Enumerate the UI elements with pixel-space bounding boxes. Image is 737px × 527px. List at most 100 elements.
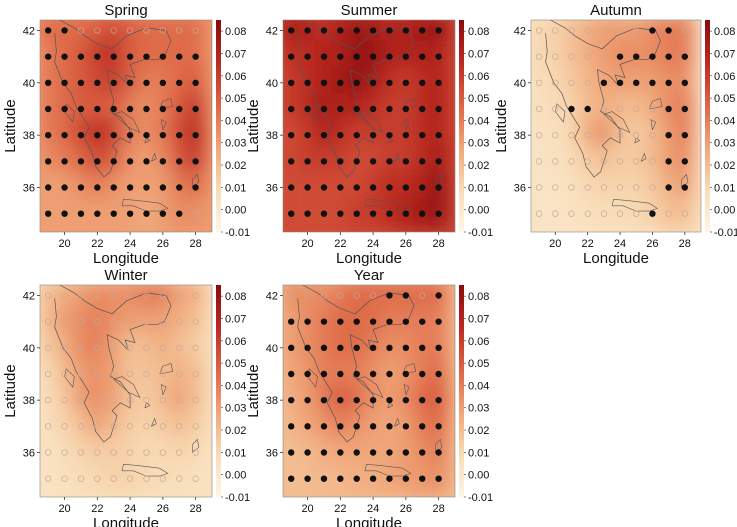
- x-axis-label: Longitude: [93, 515, 159, 527]
- field-cell: [642, 145, 663, 178]
- colorbar-tick-label: 0.04: [225, 380, 246, 392]
- grid-point: [649, 158, 656, 165]
- colorbar-tick-label: -0.01: [468, 492, 493, 504]
- y-tick-label: 38: [266, 395, 278, 407]
- coastline: [54, 285, 172, 443]
- significant-dot: [600, 79, 608, 87]
- field-cell: [577, 197, 598, 230]
- colorbar-tick-label: 0.05: [225, 93, 246, 105]
- significant-dot: [320, 396, 328, 404]
- field-cell: [626, 119, 646, 151]
- y-tick-label: 36: [23, 448, 35, 460]
- significant-dot: [353, 53, 360, 60]
- significant-dot: [353, 396, 360, 404]
- significant-dot: [320, 423, 328, 430]
- significant-dot: [419, 318, 426, 325]
- significant-dot: [94, 105, 101, 113]
- field-cell: [71, 410, 91, 443]
- significant-dot: [402, 53, 410, 60]
- field-cell: [153, 462, 173, 495]
- island-outline: [402, 363, 417, 375]
- field-layer: [531, 20, 695, 230]
- panel-summer: Summer 20 22 24 26 28 36 38 40 42 Longitude Latitud…: [245, 2, 493, 267]
- grid-point: [61, 370, 68, 378]
- field-cell: [54, 462, 75, 495]
- grid-point: [94, 344, 101, 351]
- significant-dot: [94, 53, 101, 60]
- y-tick-label: 40: [23, 78, 35, 90]
- significant-dot: [402, 475, 410, 482]
- grid-point: [126, 318, 134, 325]
- colorbar-tick-label: -0.01: [714, 227, 737, 239]
- field-cell: [658, 197, 679, 230]
- map-area: [283, 20, 455, 232]
- grid-point: [110, 449, 117, 456]
- island-outline: [402, 98, 417, 110]
- significant-dot: [369, 131, 377, 139]
- significant-dot: [110, 184, 117, 191]
- significant-dot: [192, 184, 199, 191]
- x-axis-label: Longitude: [93, 250, 159, 267]
- significant-dot: [287, 184, 295, 191]
- colorbar-tick-label: 0.02: [714, 160, 735, 172]
- field-cell: [169, 410, 190, 443]
- significant-dot: [304, 396, 311, 404]
- grid-point: [110, 397, 117, 404]
- significant-dot: [159, 53, 167, 60]
- grid-point: [192, 475, 199, 482]
- significant-dot: [435, 475, 442, 482]
- field-cell: [136, 410, 157, 443]
- grid-point: [159, 370, 167, 378]
- colorbar-tick-label: 0.08: [225, 26, 246, 38]
- coastline: [297, 285, 415, 443]
- significant-dot: [419, 53, 426, 60]
- significant-dot: [419, 131, 426, 139]
- x-tick-label: 22: [91, 503, 103, 515]
- significant-dot: [337, 79, 344, 87]
- grid-point: [143, 27, 150, 34]
- field-cell: [561, 67, 582, 99]
- y-tick-label: 42: [266, 25, 278, 37]
- significant-dot: [337, 184, 344, 191]
- colorbar-tick-label: 0.03: [225, 403, 246, 415]
- significant-dot: [386, 396, 393, 404]
- field-cell: [54, 305, 75, 338]
- grid-point: [61, 397, 68, 404]
- significant-dot: [386, 449, 393, 456]
- field-cell: [153, 332, 173, 364]
- significant-dot: [665, 79, 672, 87]
- significant-dot: [353, 27, 360, 34]
- grid-point: [77, 449, 85, 456]
- grid-point: [176, 27, 183, 34]
- panel-title: Year: [354, 267, 384, 284]
- island-outline: [121, 198, 169, 212]
- island-outline: [634, 137, 641, 144]
- field-cell: [545, 197, 565, 230]
- grid-point: [94, 318, 101, 325]
- significant-dot: [304, 79, 311, 87]
- significant-dot: [419, 158, 426, 165]
- panel-year: Year 20 22 24 26 28 36 38 40 42 Longitude Latitude 0…: [245, 267, 493, 527]
- field-cell: [577, 67, 598, 99]
- y-tick-label: 38: [23, 395, 35, 407]
- field-cell: [626, 145, 646, 178]
- significant-dot: [126, 79, 134, 87]
- grid-point: [192, 370, 199, 378]
- significant-dot: [304, 210, 311, 217]
- field-cell: [40, 305, 59, 338]
- grid-point: [552, 27, 559, 34]
- grid-point: [584, 158, 591, 165]
- grid-point: [159, 423, 167, 430]
- significant-dot: [159, 105, 167, 113]
- x-tick-label: 24: [367, 238, 379, 250]
- significant-dot: [402, 396, 410, 404]
- significant-dot: [337, 449, 344, 456]
- significant-dot: [633, 79, 640, 87]
- significant-dot: [435, 184, 442, 191]
- grid-point: [94, 423, 101, 430]
- x-axis-label: Longitude: [336, 250, 402, 267]
- significant-dot: [94, 158, 101, 165]
- grid-point: [126, 27, 134, 34]
- grid-point: [535, 105, 543, 113]
- significant-dot: [304, 370, 311, 378]
